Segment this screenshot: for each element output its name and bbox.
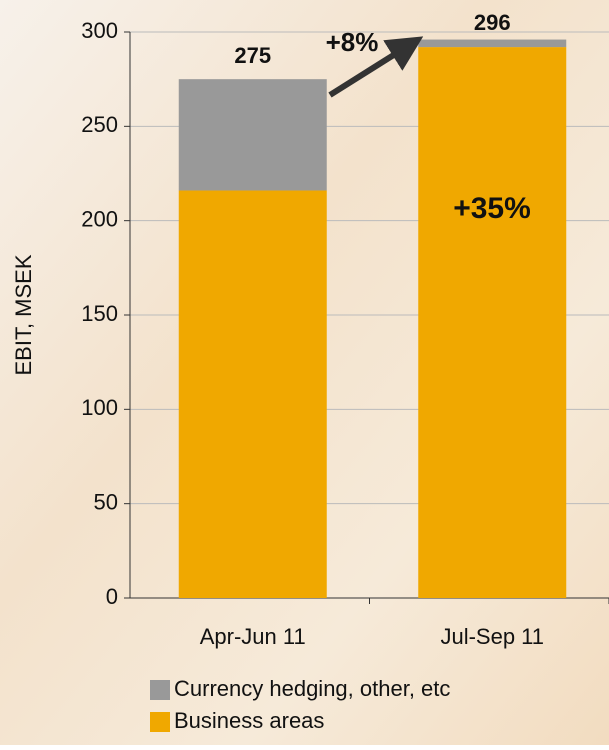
total-label: 296: [474, 10, 511, 35]
y-tick-label: 150: [81, 301, 118, 326]
annotation: +35%: [453, 192, 531, 225]
legend-label: Business areas: [174, 708, 324, 733]
y-tick-label: 0: [106, 584, 118, 609]
bar-segment: [418, 40, 566, 48]
chart: EBIT, MSEK 0 50 100 150 200 250 300 Apr-Jun 11 2…: [0, 0, 609, 745]
x-tick-label: Apr-Jun 11: [200, 624, 306, 649]
y-tick-label: 200: [81, 206, 118, 231]
y-tick-label: 50: [94, 489, 118, 514]
legend-label: Currency hedging, other, etc: [174, 676, 450, 701]
y-tick-label: 100: [81, 395, 118, 420]
page: {"chart_data":{"type":"stacked_bar","y_l…: [0, 0, 609, 745]
y-axis-label: EBIT, MSEK: [11, 254, 36, 375]
legend-swatch: [150, 680, 170, 700]
bar-segment: [179, 190, 327, 598]
legend-swatch: [150, 712, 170, 732]
bar-segment: [179, 79, 327, 190]
total-label: 275: [234, 43, 271, 68]
annotation: +8%: [326, 27, 379, 57]
y-tick-label: 300: [81, 18, 118, 43]
bar-segment: [418, 47, 566, 598]
x-tick-label: Jul-Sep 11: [440, 624, 544, 649]
y-tick-label: 250: [81, 112, 118, 137]
